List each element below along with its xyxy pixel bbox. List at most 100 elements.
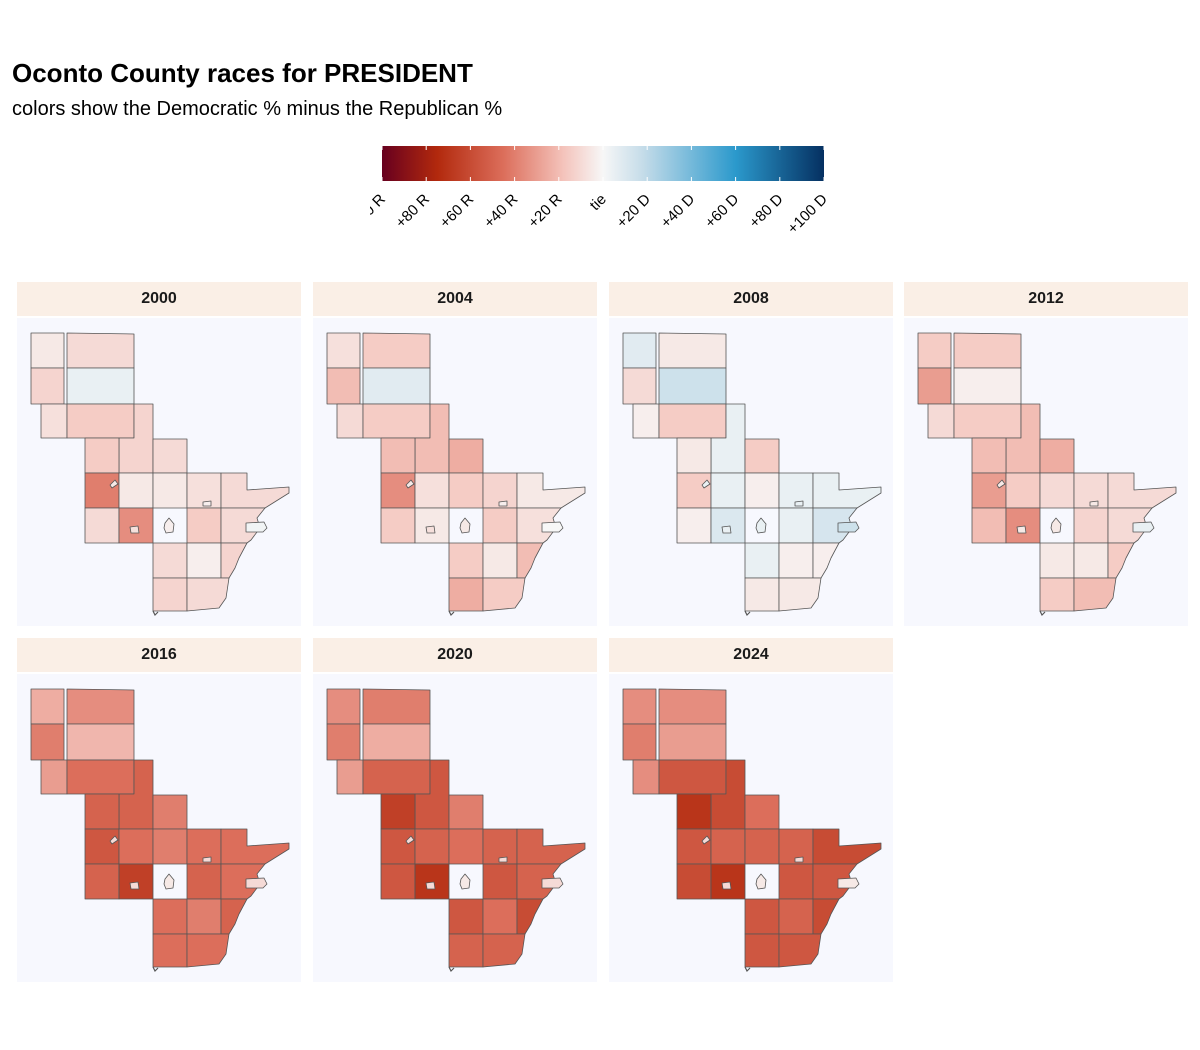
- municipality-maple-valley: [778, 507, 814, 544]
- legend-label: +100 D: [784, 191, 831, 238]
- facet-panel-2024: 2024: [609, 638, 893, 982]
- municipality-lena-village: [701, 479, 711, 489]
- facet-strip-label: 2004: [313, 282, 597, 316]
- municipality-spruce: [1039, 438, 1075, 474]
- county-map: [30, 688, 290, 973]
- municipality-gillett: [118, 863, 154, 900]
- municipality-oconto-city: [837, 521, 860, 533]
- municipality-lena: [152, 828, 188, 865]
- municipality-bagley: [118, 472, 154, 509]
- municipality-oconto-falls-city: [1016, 525, 1027, 534]
- county-border-detail: [152, 610, 159, 617]
- municipality-riverview: [30, 332, 65, 369]
- facet-panel-2004: 2004: [313, 282, 597, 626]
- legend-label: +80 D: [746, 191, 787, 232]
- municipality-mountain: [953, 403, 1022, 439]
- municipality-how: [380, 437, 416, 474]
- municipality-oconto: [186, 542, 222, 579]
- facet-panel-2008: 2008: [609, 282, 893, 626]
- municipality-riverview: [622, 688, 657, 725]
- municipality-underhill: [380, 863, 416, 900]
- municipality-oconto-falls-city: [425, 881, 436, 890]
- legend-colorbar: [382, 146, 824, 181]
- municipality-doty: [917, 367, 952, 405]
- municipality-oconto: [1073, 542, 1109, 579]
- facet-strip-label: 2024: [609, 638, 893, 672]
- municipality-gillett-city: [163, 517, 175, 534]
- municipality-mountain: [362, 403, 431, 439]
- municipality-suring-village: [1089, 500, 1099, 507]
- map-area: [17, 318, 301, 626]
- municipality-suring-village: [794, 856, 804, 863]
- municipality-underhill: [84, 863, 120, 900]
- municipality-oconto-falls: [152, 542, 188, 579]
- facet-panel-2012: 2012: [904, 282, 1188, 626]
- municipality-maple-valley: [186, 507, 222, 544]
- municipality-oconto-city: [837, 877, 860, 889]
- legend-label: +100 R: [370, 191, 389, 238]
- municipality-oconto: [778, 898, 814, 935]
- map-area: [609, 674, 893, 982]
- municipality-townsend: [953, 332, 1022, 369]
- legend-label: +20 R: [525, 191, 566, 232]
- municipality-underhill: [676, 507, 712, 544]
- legend-label: +40 R: [481, 191, 522, 232]
- municipality-maple-valley: [778, 863, 814, 900]
- municipality-oconto: [482, 542, 518, 579]
- municipality-bagley: [118, 828, 154, 865]
- municipality-oconto-falls-city: [425, 525, 436, 534]
- county-map: [622, 688, 882, 973]
- municipality-spruce: [152, 794, 188, 830]
- municipality-brazeau: [676, 828, 712, 865]
- municipality-armstrong: [40, 759, 68, 795]
- municipality-brazeau: [380, 828, 416, 865]
- municipality-bagley: [414, 472, 450, 509]
- facet-panel-2000: 2000: [17, 282, 301, 626]
- legend-label: +80 R: [392, 191, 433, 232]
- municipality-suring-village: [202, 856, 212, 863]
- county-border-detail: [744, 610, 751, 617]
- municipality-bagley: [414, 828, 450, 865]
- municipality-oconto-falls: [448, 898, 484, 935]
- municipality-spruce: [448, 438, 484, 474]
- municipality-stiles: [220, 472, 290, 509]
- municipality-doty: [30, 367, 65, 405]
- chart-subtitle: colors show the Democratic % minus the R…: [12, 98, 503, 120]
- municipality-chase: [744, 933, 780, 968]
- municipality-stiles: [220, 828, 290, 865]
- municipality-lakewood: [66, 723, 135, 761]
- municipality-gillett: [118, 507, 154, 544]
- legend-label: +40 D: [658, 191, 699, 232]
- municipality-little-suamico: [778, 933, 822, 968]
- facet-panel-2020: 2020: [313, 638, 597, 982]
- municipality-oconto-city: [541, 877, 564, 889]
- municipality-oconto-falls-city: [129, 881, 140, 890]
- municipality-brazeau: [84, 472, 120, 509]
- municipality-townsend: [66, 688, 135, 725]
- county-map: [30, 332, 290, 617]
- map-area: [17, 674, 301, 982]
- municipality-mountain: [362, 759, 431, 795]
- municipality-lena: [152, 472, 188, 509]
- municipality-gillett: [710, 507, 746, 544]
- municipality-brazeau: [84, 828, 120, 865]
- municipality-lakewood: [658, 723, 727, 761]
- municipality-chase: [152, 577, 188, 612]
- municipality-bagley: [710, 828, 746, 865]
- municipality-underhill: [84, 507, 120, 544]
- municipality-how: [676, 793, 712, 830]
- municipality-little-river: [516, 898, 544, 935]
- municipality-lakewood: [658, 367, 727, 405]
- municipality-underhill: [971, 507, 1007, 544]
- county-map: [622, 332, 882, 617]
- municipality-oconto-falls: [448, 542, 484, 579]
- municipality-stiles: [812, 472, 882, 509]
- municipality-gillett: [1005, 507, 1041, 544]
- municipality-armstrong: [632, 759, 660, 795]
- municipality-oconto-city: [245, 521, 268, 533]
- municipality-oconto: [482, 898, 518, 935]
- map-area: [313, 674, 597, 982]
- legend-label: +60 D: [702, 191, 743, 232]
- municipality-lena: [448, 828, 484, 865]
